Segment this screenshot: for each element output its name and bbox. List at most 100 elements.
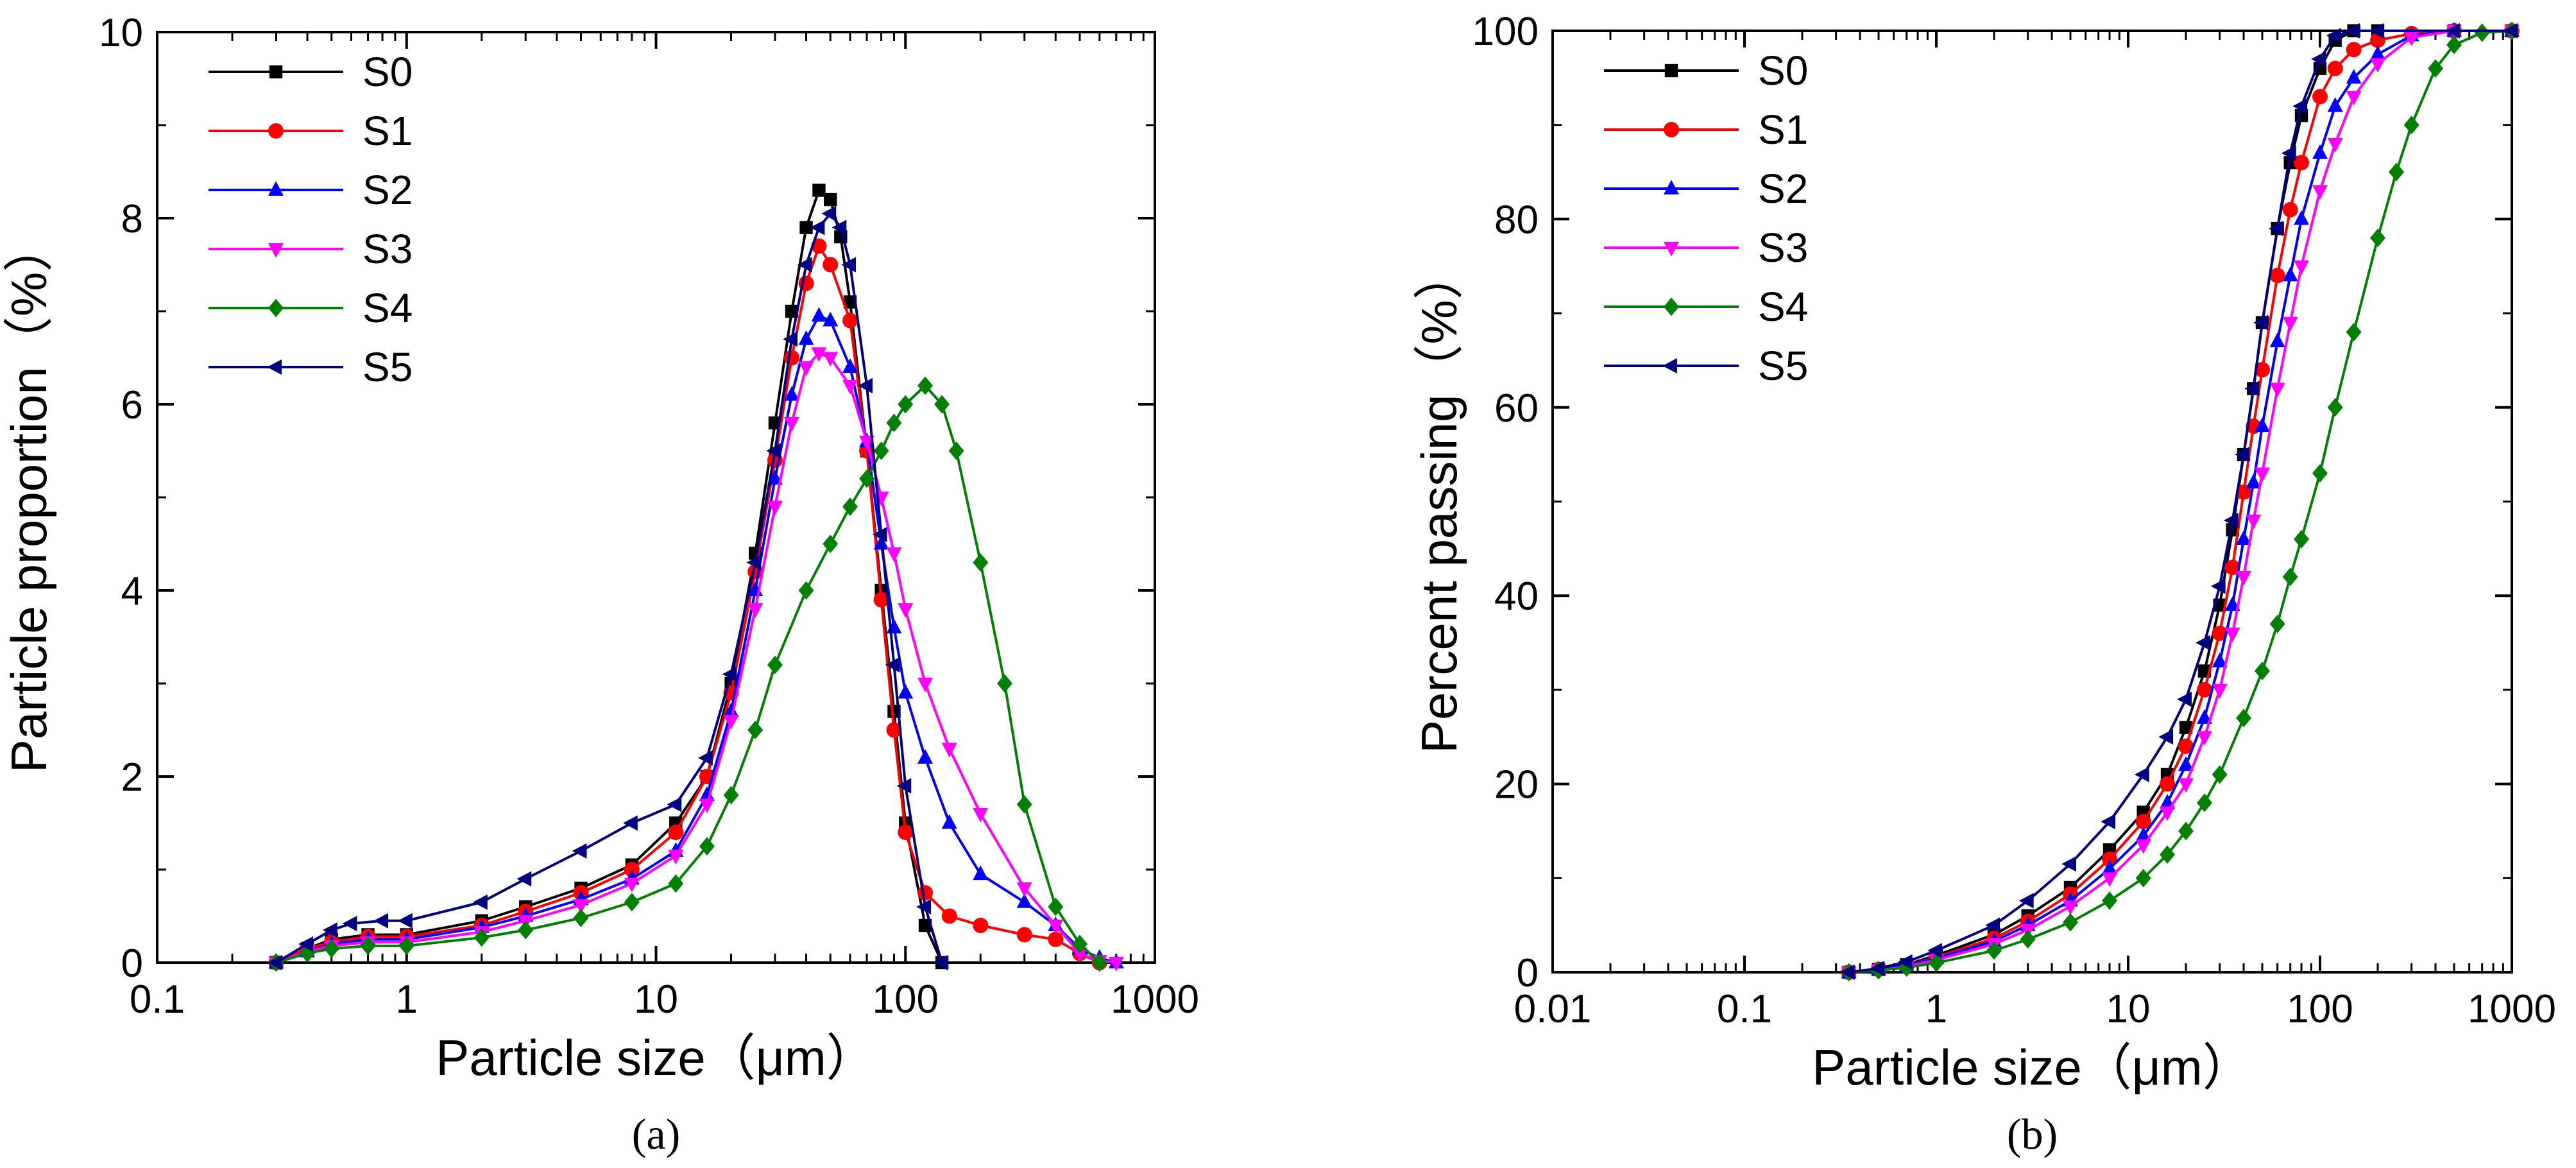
data-point — [699, 786, 715, 801]
data-point — [2282, 202, 2298, 218]
panel-label: (a) — [632, 1110, 680, 1158]
data-point — [322, 922, 337, 938]
data-point — [2062, 900, 2078, 916]
data-point — [1048, 920, 1064, 934]
data-point — [2212, 625, 2228, 641]
data-point — [2178, 778, 2194, 793]
data-point — [841, 257, 857, 273]
data-point — [699, 837, 715, 856]
data-point — [2244, 381, 2260, 397]
data-point — [2135, 868, 2151, 888]
legend-label: S2 — [363, 167, 413, 213]
x-tick-label: 100 — [873, 977, 939, 1022]
data-point — [573, 899, 589, 914]
data-point — [2160, 794, 2176, 809]
data-point — [2269, 268, 2285, 284]
legend-item-s4: S4 — [209, 285, 413, 331]
data-point — [1048, 897, 1064, 916]
data-point — [842, 497, 858, 516]
data-point — [2061, 856, 2076, 872]
data-point — [398, 936, 414, 956]
data-point — [2370, 228, 2386, 248]
data-point — [2246, 514, 2262, 529]
data-point — [2268, 221, 2283, 237]
data-point — [2102, 851, 2118, 867]
x-tick-label: 1 — [396, 977, 418, 1022]
data-point — [2403, 31, 2419, 47]
data-point — [898, 603, 914, 618]
data-point — [2327, 138, 2343, 153]
legend-label: S0 — [1758, 47, 1808, 94]
legend-item-s5: S5 — [209, 344, 413, 390]
data-point — [973, 865, 989, 880]
data-point — [668, 825, 684, 840]
series-s4 — [268, 376, 1107, 972]
data-point — [810, 219, 825, 236]
data-point — [785, 304, 799, 318]
data-point — [821, 205, 837, 221]
data-point — [2282, 567, 2298, 587]
data-point — [698, 750, 713, 766]
data-point — [2135, 839, 2151, 854]
y-tick-label: 6 — [121, 383, 143, 427]
data-point — [2196, 793, 2212, 812]
data-point — [360, 936, 376, 956]
x-tick-label: 0.1 — [1717, 987, 1772, 1031]
data-point — [2020, 930, 2036, 949]
x-tick-label: 10 — [634, 977, 678, 1022]
data-point — [2235, 447, 2250, 463]
legend-label: S4 — [1758, 284, 1808, 330]
data-point — [858, 378, 873, 393]
x-tick-label: 1 — [1925, 987, 1947, 1031]
data-point — [518, 920, 534, 940]
legend-label: S1 — [1758, 107, 1808, 153]
data-point — [2179, 721, 2193, 734]
legend-label: S0 — [363, 49, 413, 95]
series-line — [275, 314, 1117, 964]
data-point — [2346, 69, 2362, 84]
data-point — [667, 796, 682, 812]
data-point — [898, 825, 914, 840]
data-point — [873, 592, 889, 608]
legend-label: S4 — [363, 285, 413, 331]
data-point — [898, 395, 914, 414]
data-point — [886, 722, 902, 738]
data-point — [2327, 398, 2343, 417]
data-point — [798, 330, 814, 345]
data-point — [2327, 60, 2343, 76]
data-point — [2253, 314, 2268, 331]
legend-item-s5: S5 — [1604, 343, 1808, 389]
data-point — [2177, 691, 2192, 707]
data-point — [2282, 266, 2298, 282]
data-point — [2196, 635, 2210, 651]
data-point — [699, 798, 715, 814]
data-point — [1929, 953, 1944, 972]
data-point — [842, 313, 858, 329]
data-point — [1927, 943, 1942, 959]
data-point — [2178, 738, 2194, 754]
data-point — [2388, 162, 2404, 182]
data-point — [1071, 947, 1088, 963]
legend-marker — [268, 243, 284, 258]
data-point — [1985, 917, 2000, 933]
data-point — [811, 347, 827, 363]
data-point — [784, 350, 800, 366]
data-point — [2246, 474, 2262, 489]
data-point — [2327, 97, 2343, 112]
data-point — [2281, 145, 2296, 161]
legend-label: S5 — [363, 344, 413, 390]
data-point — [811, 307, 827, 322]
legend-marker — [267, 359, 282, 375]
data-point — [2254, 662, 2270, 680]
legend-label: S3 — [363, 226, 413, 272]
data-point — [2446, 35, 2462, 55]
series-s5 — [1839, 23, 2518, 980]
x-tick-label: 100 — [2287, 987, 2353, 1031]
data-point — [832, 219, 847, 236]
data-point — [873, 442, 889, 460]
data-point — [298, 936, 314, 952]
series-s0 — [1842, 24, 2519, 979]
data-point — [1048, 931, 1064, 947]
data-point — [572, 843, 587, 859]
data-point — [933, 955, 948, 970]
